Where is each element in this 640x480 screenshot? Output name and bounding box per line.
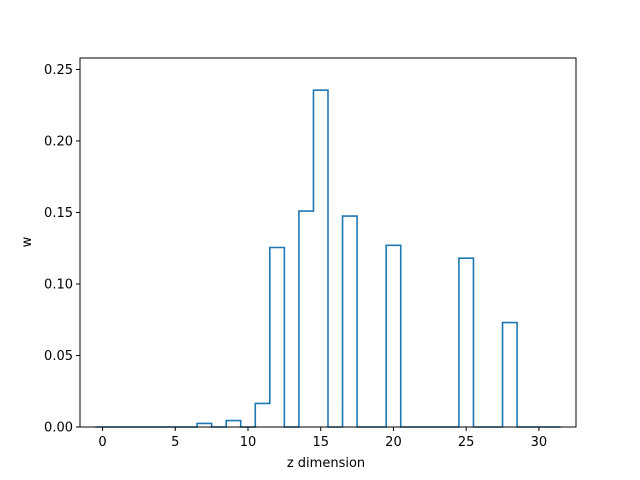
y-tick-label: 0.00 xyxy=(44,421,73,436)
x-tick-label: 30 xyxy=(531,435,548,450)
x-tick-label: 0 xyxy=(98,435,106,450)
axes: 0 5 10 15 20 25 30 0.00 0.05 0.10 0.15 0.20 0.25 xyxy=(44,57,577,450)
y-tick-label: 0.20 xyxy=(44,134,73,149)
y-tick-label: 0.15 xyxy=(44,206,73,221)
plot-frame xyxy=(79,57,577,428)
x-tick-label: 15 xyxy=(312,435,329,450)
x-axis-label: z dimension xyxy=(287,456,365,471)
y-tick-label: 0.25 xyxy=(44,63,73,78)
x-tick-label: 20 xyxy=(385,435,402,450)
y-tick-label: 0.05 xyxy=(44,349,73,364)
x-tick-label: 25 xyxy=(458,435,475,450)
histogram-series-line xyxy=(95,89,561,428)
x-tick-label: 10 xyxy=(240,435,257,450)
x-tick-label: 5 xyxy=(171,435,179,450)
y-tick-label: 0.10 xyxy=(44,277,73,292)
plot-area xyxy=(95,89,561,428)
y-axis-label: w xyxy=(20,236,35,247)
